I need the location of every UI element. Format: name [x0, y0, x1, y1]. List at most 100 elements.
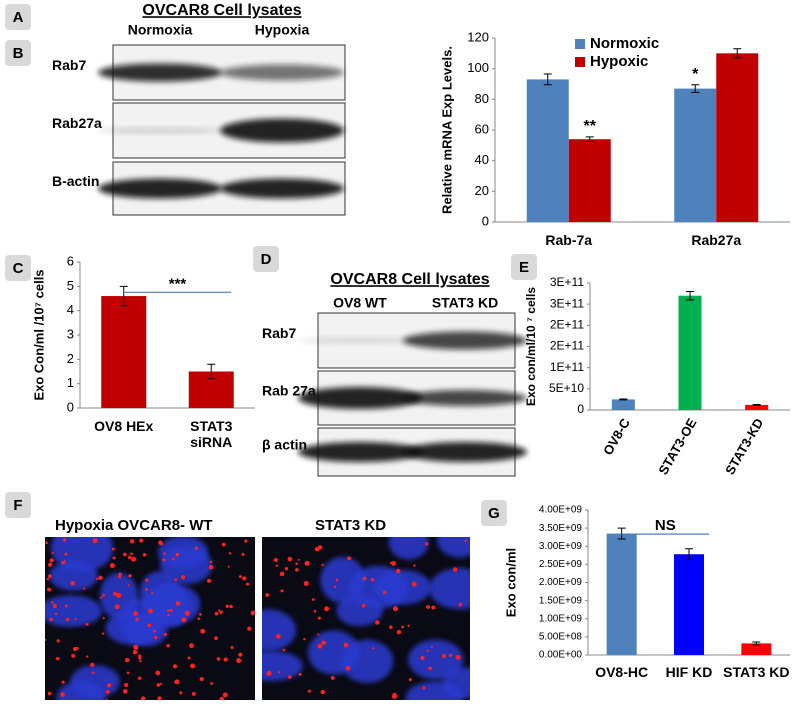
error-bar [619, 398, 628, 401]
vesicle [153, 629, 156, 633]
vesicle [49, 558, 54, 563]
microscopy-image [262, 537, 470, 700]
blot-band [298, 442, 422, 462]
vesicle [47, 562, 53, 567]
vesicle [219, 610, 223, 614]
image-label: Hypoxia OVCAR8- WT [55, 517, 213, 534]
nucleus [49, 560, 98, 591]
vesicle [113, 591, 117, 596]
vesicle [317, 633, 320, 636]
vesicle [198, 612, 202, 616]
vesicle [448, 653, 453, 657]
vesicle [158, 540, 163, 545]
vesicle [190, 663, 196, 669]
vesicle [167, 613, 170, 617]
vesicle [122, 689, 128, 694]
blot-band [403, 442, 527, 462]
x-tick-label: HIF KD [665, 664, 713, 680]
vesicle [221, 542, 226, 547]
vesicle [458, 602, 463, 607]
blot-band [98, 127, 222, 134]
nucleus [142, 583, 201, 625]
bar [526, 79, 569, 223]
y-tick-label: 3.00E+09 [539, 541, 583, 552]
vesicle [118, 575, 122, 579]
bar [101, 296, 147, 408]
y-axis-label: Relative mRNA Exp Levels. [439, 46, 454, 214]
bar [568, 139, 611, 222]
vesicle [428, 666, 432, 671]
microscopy-image [45, 537, 255, 700]
vesicle [317, 616, 321, 620]
vesicle [128, 574, 132, 578]
vesicle [45, 638, 47, 641]
vesicle [60, 561, 64, 565]
error-bar [752, 403, 761, 406]
vesicle [137, 676, 142, 680]
vesicle [275, 634, 281, 639]
vesicle [464, 539, 467, 542]
legend-label: Normoxic [590, 35, 659, 52]
vesicle [71, 653, 76, 658]
vesicle [100, 596, 103, 599]
vesicle [105, 689, 110, 694]
y-tick-label: 0.00E+00 [539, 650, 583, 661]
panel-letter: F [13, 497, 22, 514]
vesicle [304, 560, 310, 566]
nucleus [70, 665, 120, 698]
vesicle [156, 683, 161, 687]
vesicle [132, 649, 138, 655]
vesicle [180, 575, 186, 580]
vesicle [229, 604, 233, 609]
vesicle [282, 648, 286, 652]
vesicle [98, 575, 103, 581]
vesicle [116, 592, 122, 599]
y-tick-label: 1.50E+09 [539, 595, 583, 606]
vesicle [118, 572, 122, 577]
vesicle [47, 587, 52, 592]
vesicle [46, 578, 50, 581]
blot-title: OVCAR8 Cell lysates [142, 2, 301, 19]
vesicle [343, 642, 349, 648]
vesicle [163, 552, 166, 555]
vesicle [139, 660, 142, 663]
vesicle [273, 557, 278, 563]
nucleus [307, 630, 360, 675]
vesicle [214, 636, 218, 641]
vesicle [370, 577, 375, 582]
y-tick-label: 1E+11 [550, 360, 584, 374]
vesicle [222, 692, 228, 698]
blot-band [298, 337, 422, 344]
vesicle [372, 647, 375, 650]
vesicle [169, 608, 173, 612]
y-tick-label: 2.00E+09 [539, 577, 583, 588]
error-bar [733, 48, 742, 59]
vesicle [175, 552, 180, 557]
vesicle [313, 609, 317, 613]
blot-band [403, 331, 527, 350]
vesicle [47, 691, 52, 696]
vesicle [189, 643, 194, 649]
vesicle [64, 552, 68, 556]
y-tick-label: 20 [475, 183, 489, 198]
vesicle [391, 560, 397, 566]
bar [674, 88, 717, 222]
blot-band [98, 178, 222, 199]
vesicle [227, 565, 230, 568]
vesicle [171, 557, 175, 561]
vesicle [138, 656, 142, 660]
vesicle [65, 617, 70, 622]
vesicle [393, 606, 398, 612]
vesicle [199, 676, 204, 682]
y-tick-label: 4.00E+09 [539, 505, 583, 516]
vesicle [64, 604, 68, 608]
vesicle [95, 577, 99, 581]
vesicle [154, 636, 158, 640]
bar [611, 399, 635, 410]
y-tick-label: 2 [67, 351, 74, 366]
vesicle [408, 677, 412, 682]
vesicle [172, 664, 178, 669]
vesicle [91, 671, 95, 675]
panel-letter-box [5, 255, 31, 281]
y-axis-label: Exo con/ml/10 ⁷ cells [524, 287, 538, 406]
